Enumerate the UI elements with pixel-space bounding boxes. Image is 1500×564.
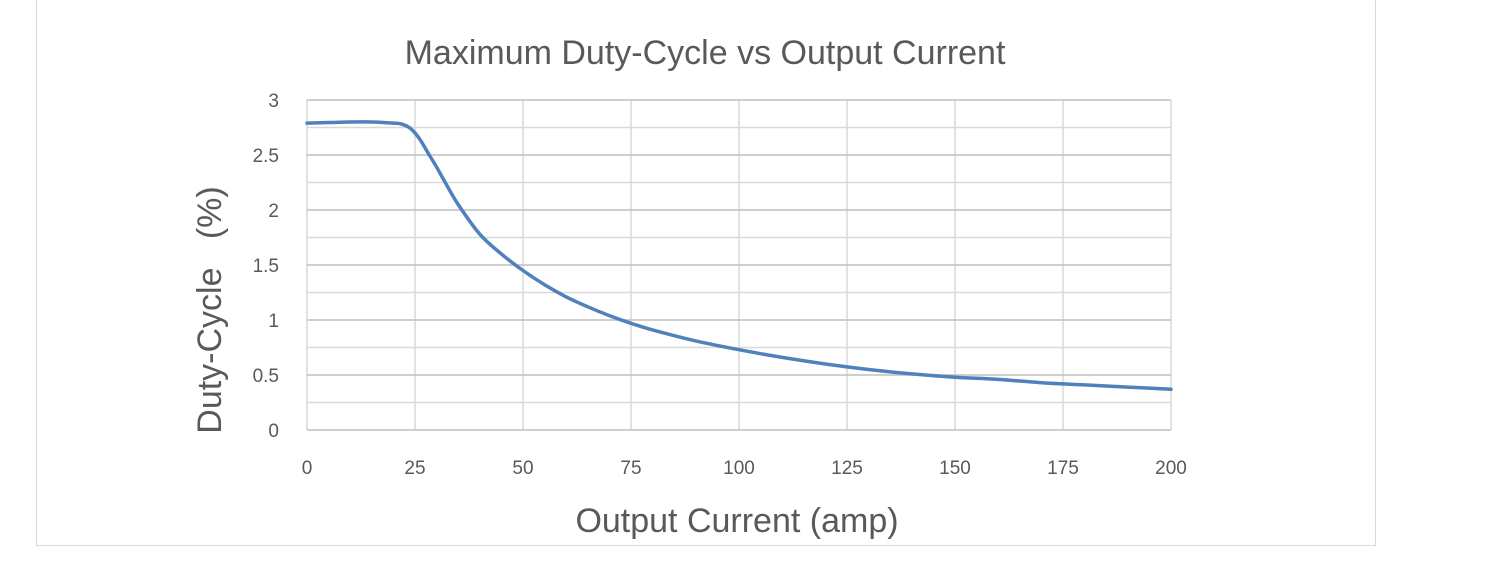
- line-chart: Maximum Duty-Cycle vs Output Current 0 25…: [191, 34, 1187, 540]
- y-tick-label: 0: [268, 421, 279, 442]
- grid: [306, 99, 1172, 431]
- y-tick-label: 0.5: [253, 366, 279, 387]
- x-axis-ticks: 0 25 50 75 100 125 150 175 200: [302, 458, 1187, 479]
- y-axis-title: Duty-Cycle (%): [191, 186, 229, 433]
- series-line: [305, 120, 1173, 392]
- y-axis-ticks: 0 0.5 1 1.5 2 2.5 3: [253, 91, 279, 442]
- x-tick-label: 75: [620, 458, 641, 479]
- x-tick-label: 25: [404, 458, 425, 479]
- chart-frame: Maximum Duty-Cycle vs Output Current 0 25…: [36, 0, 1376, 546]
- chart-title: Maximum Duty-Cycle vs Output Current: [405, 34, 1006, 72]
- y-tick-label: 1: [268, 311, 279, 332]
- x-tick-label: 150: [939, 458, 971, 479]
- x-axis-title: Output Current (amp): [575, 502, 898, 540]
- y-tick-label: 1.5: [253, 256, 279, 277]
- x-tick-label: 0: [302, 458, 313, 479]
- x-tick-label: 50: [512, 458, 533, 479]
- y-tick-label: 3: [268, 91, 279, 112]
- y-tick-label: 2: [268, 201, 279, 222]
- x-tick-label: 175: [1047, 458, 1079, 479]
- x-tick-label: 125: [831, 458, 863, 479]
- y-tick-label: 2.5: [253, 146, 279, 167]
- x-tick-label: 100: [723, 458, 755, 479]
- x-tick-label: 200: [1155, 458, 1187, 479]
